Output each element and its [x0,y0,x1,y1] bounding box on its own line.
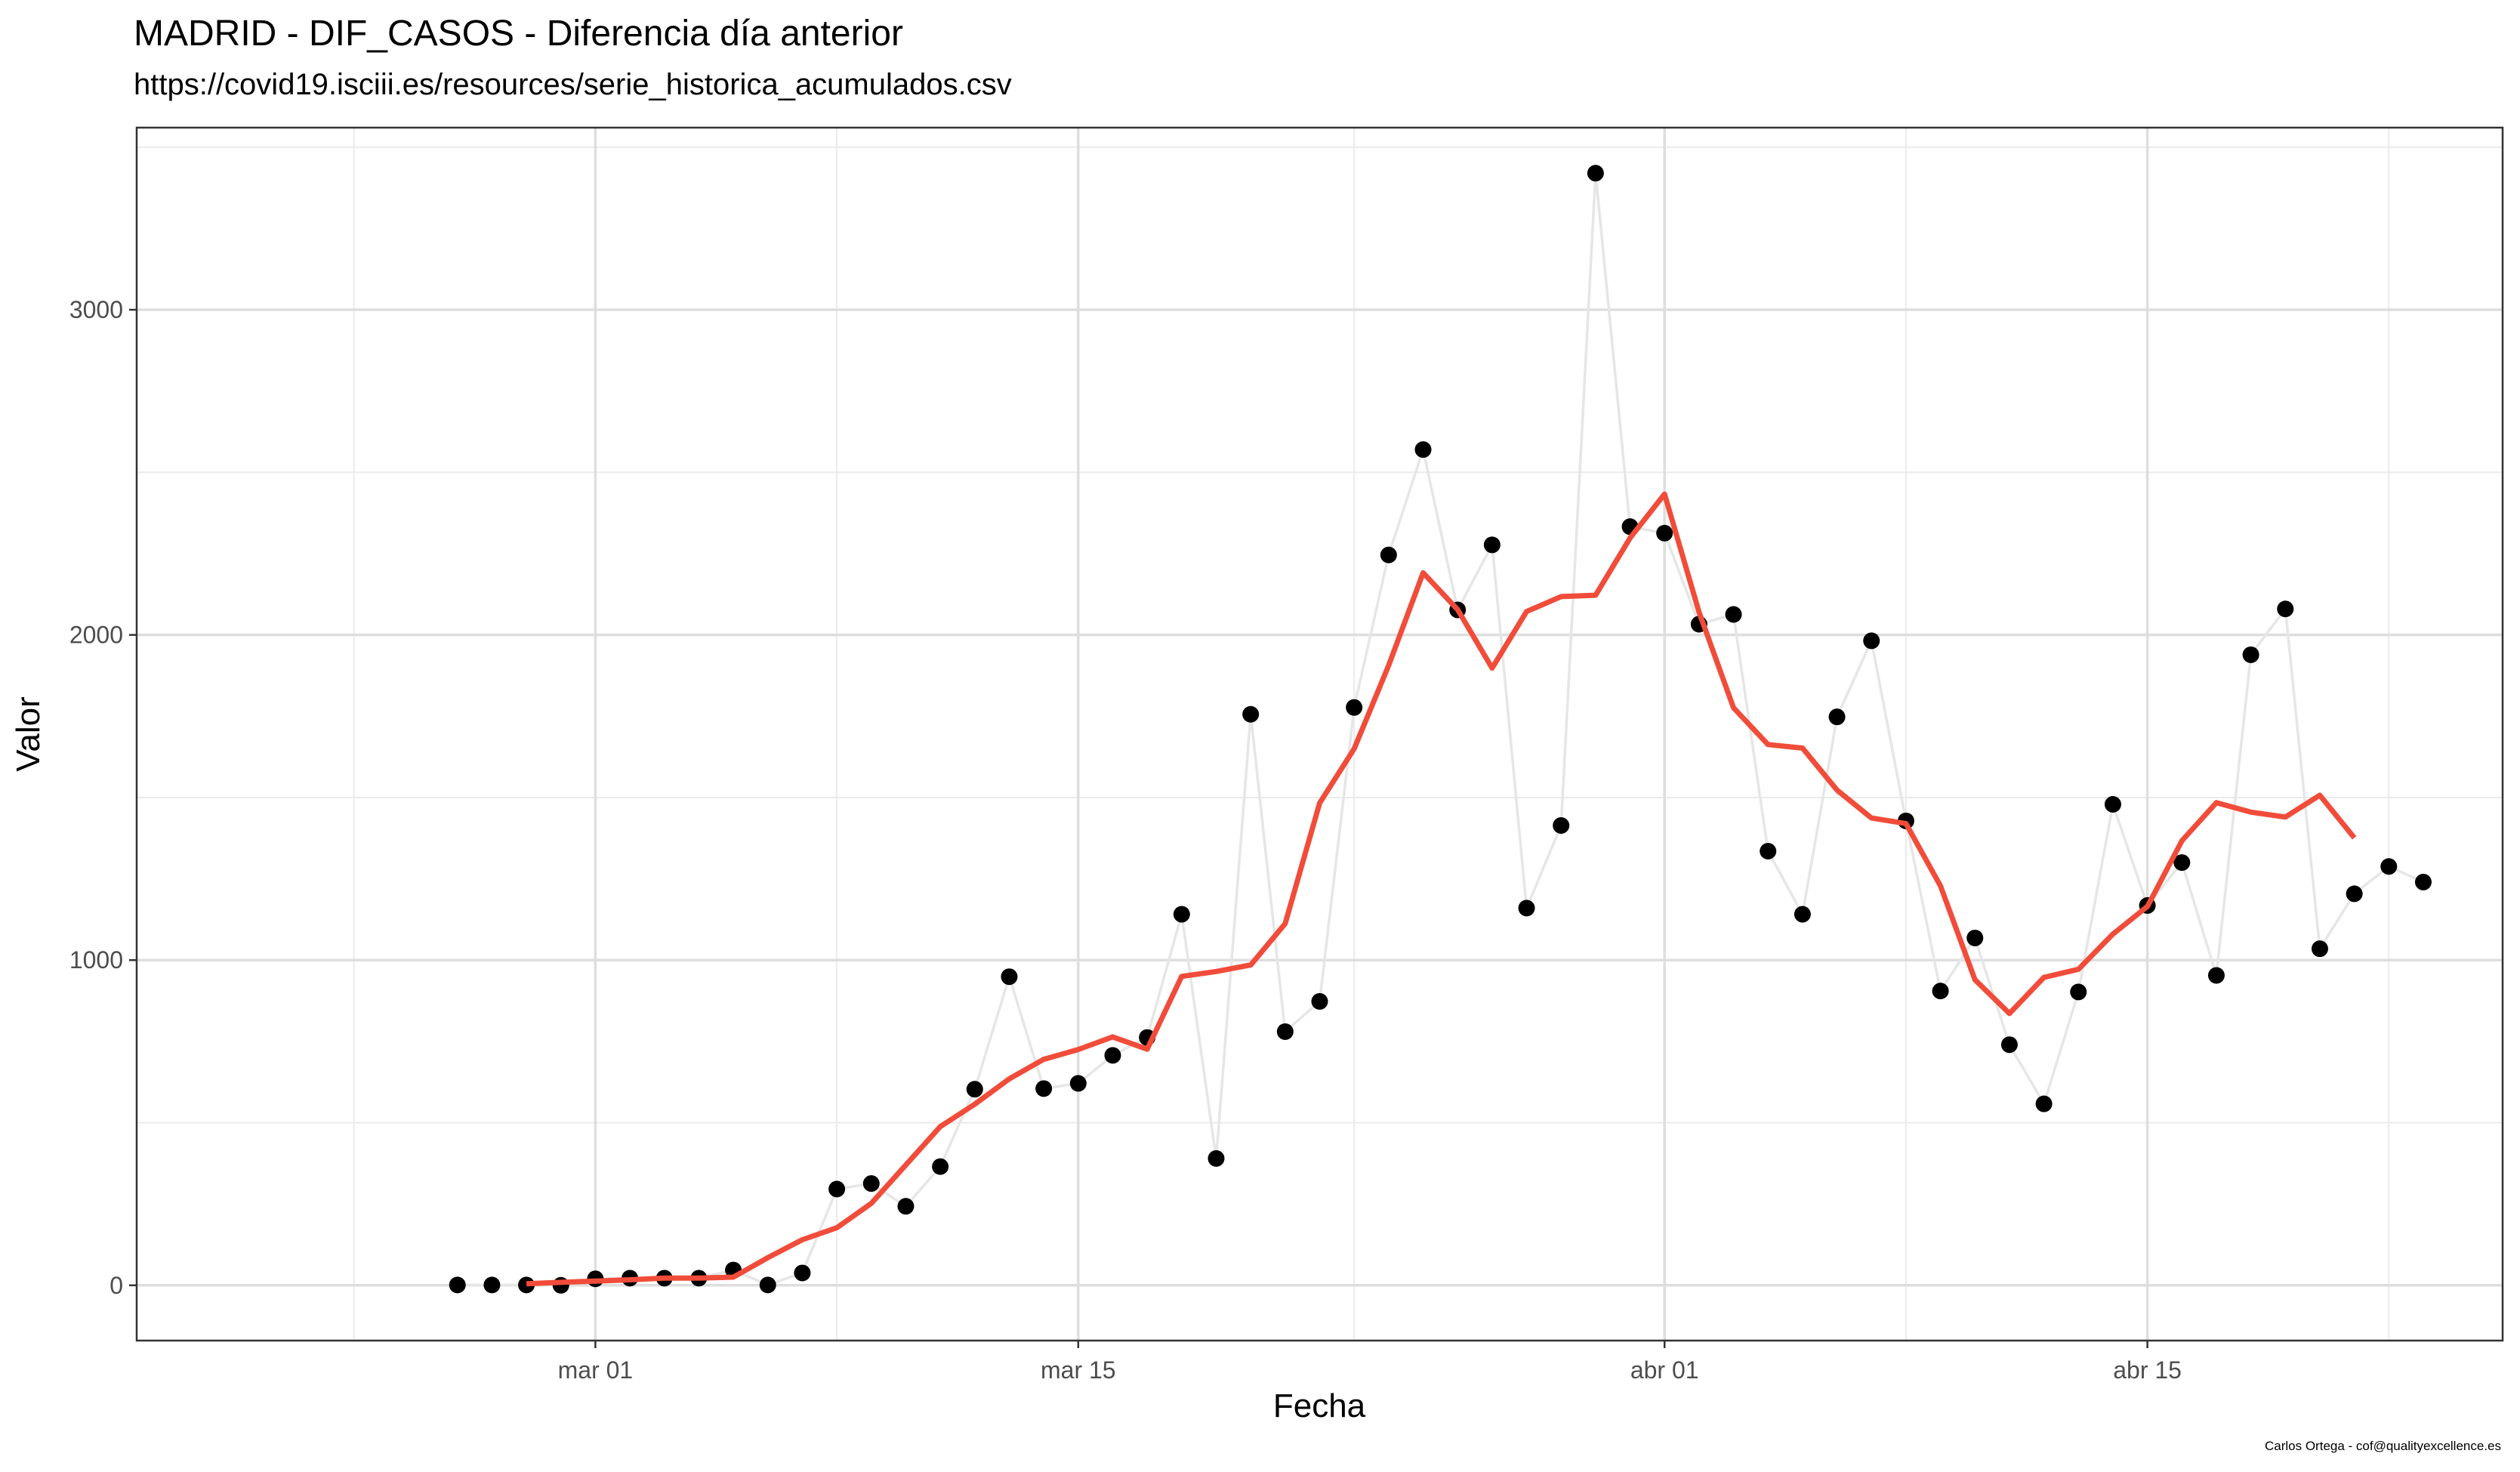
major-gridlines [137,128,2503,1341]
y-tick-label: 1000 [69,946,123,974]
data-point [2035,1095,2053,1112]
data-point [1035,1080,1053,1097]
y-axis: 0 1000 2000 3000 [69,296,137,1299]
data-point [2414,873,2432,890]
data-point [2000,1036,2018,1054]
data-point [1656,524,1673,542]
y-tick-label: 2000 [69,622,123,649]
data-point [1828,708,1846,726]
x-tick-label: mar 15 [1041,1356,1116,1384]
raw-series-line [457,173,2424,1287]
data-point [1001,968,1018,986]
data-point [2380,858,2398,875]
data-point [518,1276,535,1294]
data-point [1553,816,1570,834]
chart-caption: Carlos Ortega - cof@qualityexcellence.es [2265,1439,2501,1453]
x-axis-label: Fecha [1273,1387,1366,1424]
data-point [932,1158,949,1175]
data-point [794,1264,811,1282]
data-point [2207,967,2225,984]
data-point [1380,546,1397,563]
data-point [449,1276,466,1294]
data-point [1346,699,1363,716]
data-point [1966,929,1984,946]
panel-border [135,126,2504,1342]
data-point [1725,606,1742,623]
chart-subtitle: https://covid19.isciii.es/resources/seri… [134,68,1012,101]
x-axis: mar 01 mar 15 abr 01 abr 15 [558,1341,2182,1384]
data-point [759,1276,776,1294]
data-point [1518,900,1535,917]
raw-series [449,165,2432,1294]
x-tick-label: abr 01 [1630,1356,1699,1384]
data-point [1483,536,1501,554]
data-point [1276,1023,1294,1040]
data-point [2277,600,2294,618]
chart-title: MADRID - DIF_CASOS - Diferencia día ante… [134,14,903,54]
x-tick-label: mar 01 [558,1356,634,1384]
data-point [897,1198,915,1215]
data-point [2346,885,2363,903]
data-point [1414,441,1432,458]
data-point [1794,906,1811,923]
data-point [862,1175,880,1193]
data-point [483,1276,501,1294]
data-point [2070,983,2087,1001]
data-point [2173,854,2191,872]
moving-average-series [526,491,2357,1287]
data-point [2311,940,2328,958]
data-point [828,1180,846,1198]
data-point [1760,843,1777,860]
x-tick-label: abr 15 [2113,1356,2182,1384]
data-point [1311,992,1328,1010]
y-axis-label: Valor [10,696,47,771]
plot-panel [137,128,2503,1341]
data-point [1069,1075,1087,1092]
data-point [2242,646,2259,663]
data-point [1587,165,1604,182]
data-point [1208,1150,1225,1167]
minor-gridlines [137,128,2503,1341]
data-point [1932,983,1949,1000]
y-tick-label: 3000 [69,296,123,323]
data-point [2104,796,2121,813]
data-point [1173,906,1190,923]
data-point [1863,632,1880,650]
data-point [552,1276,569,1294]
moving-average-line [526,491,2357,1287]
data-point [1104,1047,1121,1064]
y-tick-label: 0 [109,1272,123,1299]
data-point [1242,705,1260,723]
data-point [966,1081,983,1098]
